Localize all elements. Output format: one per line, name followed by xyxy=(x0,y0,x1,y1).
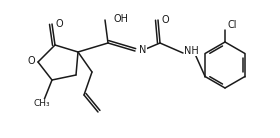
Text: O: O xyxy=(27,56,35,66)
Text: CH₃: CH₃ xyxy=(34,99,50,108)
Text: N: N xyxy=(139,45,146,55)
Text: O: O xyxy=(161,15,169,25)
Text: Cl: Cl xyxy=(227,20,237,30)
Text: O: O xyxy=(55,19,63,29)
Text: OH: OH xyxy=(113,14,128,24)
Text: NH: NH xyxy=(184,46,199,56)
